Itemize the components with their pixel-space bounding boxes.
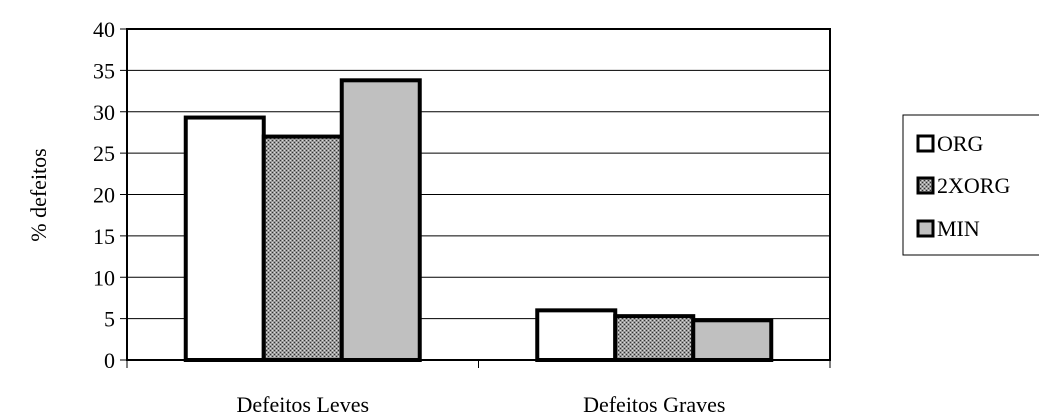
bar-2xorg <box>613 314 696 362</box>
y-axis-title: % defeitos <box>26 148 51 241</box>
y-tick-label: 0 <box>104 348 115 373</box>
bars <box>183 78 774 363</box>
y-tick-label: 10 <box>93 265 115 290</box>
bar-min <box>339 78 422 363</box>
x-category-label: Defeitos Graves <box>583 392 725 417</box>
bar-min <box>691 318 774 362</box>
y-tick-label: 35 <box>93 58 115 83</box>
legend-swatch <box>916 176 935 195</box>
y-tick-label: 5 <box>104 307 115 332</box>
y-tick-label: 25 <box>93 141 115 166</box>
bar-org <box>535 308 618 363</box>
y-tick-label: 20 <box>93 183 115 208</box>
y-tick-label: 40 <box>93 17 115 42</box>
x-axis-ticks: Defeitos Leves Defeitos Graves <box>126 360 831 417</box>
legend-label: 2XORG <box>937 173 1010 198</box>
y-tick-label: 15 <box>93 224 115 249</box>
y-axis-ticks: 0 5 10 15 20 25 30 35 40 <box>93 17 127 373</box>
legend-swatch <box>916 219 935 238</box>
legend-label: ORG <box>937 131 984 156</box>
legend-swatch <box>916 134 935 153</box>
x-category-label: Defeitos Leves <box>236 392 369 417</box>
legend-label: MIN <box>937 216 980 241</box>
y-tick-label: 30 <box>93 100 115 125</box>
legend: ORG 2XORG MIN <box>902 114 1039 256</box>
bar-org <box>183 115 266 363</box>
bar-2xorg <box>261 134 344 362</box>
